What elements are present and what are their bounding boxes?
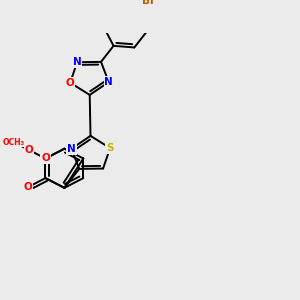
Text: O: O	[41, 154, 50, 164]
Text: O: O	[66, 78, 74, 88]
Text: Br: Br	[142, 0, 155, 6]
Text: O: O	[25, 145, 34, 155]
Text: OCH₃: OCH₃	[3, 137, 25, 146]
Text: O: O	[24, 182, 33, 192]
Text: N: N	[73, 57, 82, 67]
Text: N: N	[104, 77, 113, 87]
Text: N: N	[67, 144, 76, 154]
Text: S: S	[106, 143, 114, 153]
